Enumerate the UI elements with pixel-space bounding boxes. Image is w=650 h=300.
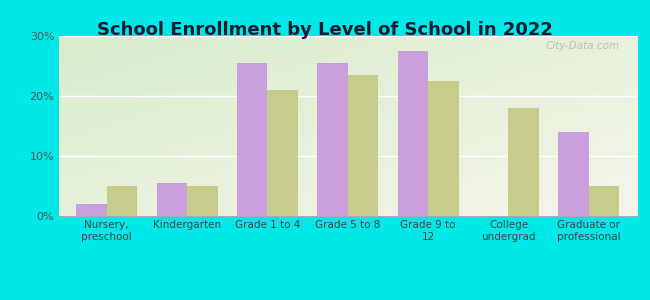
- Text: School Enrollment by Level of School in 2022: School Enrollment by Level of School in …: [97, 21, 553, 39]
- Bar: [107, 186, 137, 216]
- Bar: [187, 186, 218, 216]
- Text: City-Data.com: City-Data.com: [545, 41, 619, 51]
- Bar: [348, 75, 378, 216]
- Bar: [508, 108, 539, 216]
- Bar: [157, 183, 187, 216]
- Bar: [558, 132, 589, 216]
- Bar: [76, 204, 107, 216]
- Bar: [267, 90, 298, 216]
- Bar: [237, 63, 267, 216]
- Bar: [428, 81, 459, 216]
- Bar: [317, 63, 348, 216]
- Bar: [398, 51, 428, 216]
- Bar: [589, 186, 619, 216]
